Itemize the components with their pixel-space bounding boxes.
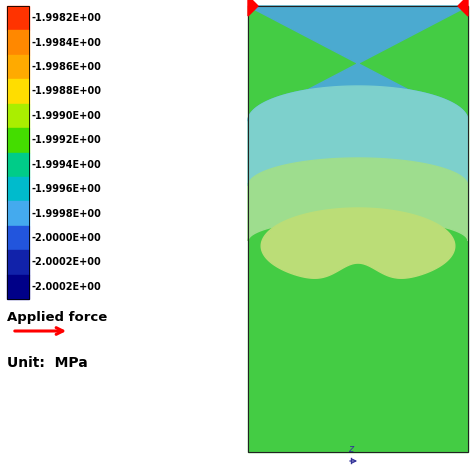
Polygon shape — [261, 208, 455, 278]
Polygon shape — [248, 86, 468, 186]
Text: -2.0002E+00: -2.0002E+00 — [32, 282, 102, 292]
Text: -1.9982E+00: -1.9982E+00 — [32, 13, 102, 23]
Text: -1.9988E+00: -1.9988E+00 — [32, 86, 102, 96]
Bar — [7, 104, 29, 128]
Polygon shape — [248, 6, 468, 452]
Polygon shape — [248, 158, 468, 241]
Text: -2.0000E+00: -2.0000E+00 — [32, 233, 102, 243]
Text: -1.9990E+00: -1.9990E+00 — [32, 111, 102, 121]
Text: -1.9996E+00: -1.9996E+00 — [32, 184, 102, 194]
Text: -1.9986E+00: -1.9986E+00 — [32, 62, 102, 72]
Text: -1.9994E+00: -1.9994E+00 — [32, 160, 102, 170]
Text: Applied force: Applied force — [7, 311, 107, 324]
Bar — [7, 226, 29, 250]
Text: -2.0002E+00: -2.0002E+00 — [32, 257, 102, 267]
Polygon shape — [458, 0, 468, 16]
Bar — [7, 153, 29, 177]
Bar — [7, 177, 29, 201]
Bar — [7, 55, 29, 79]
Bar — [7, 79, 29, 104]
Text: -1.9992E+00: -1.9992E+00 — [32, 135, 102, 146]
Text: z: z — [348, 444, 354, 454]
Polygon shape — [248, 6, 468, 121]
Bar — [7, 274, 29, 299]
Bar — [7, 30, 29, 55]
Text: -1.9998E+00: -1.9998E+00 — [32, 209, 102, 219]
Bar — [7, 128, 29, 153]
Bar — [7, 6, 29, 299]
Bar — [7, 250, 29, 274]
Bar — [7, 6, 29, 30]
Text: Unit:  MPa: Unit: MPa — [7, 356, 88, 370]
Bar — [7, 201, 29, 226]
Polygon shape — [248, 0, 258, 16]
Text: -1.9984E+00: -1.9984E+00 — [32, 37, 102, 47]
Bar — [248, 6, 468, 452]
